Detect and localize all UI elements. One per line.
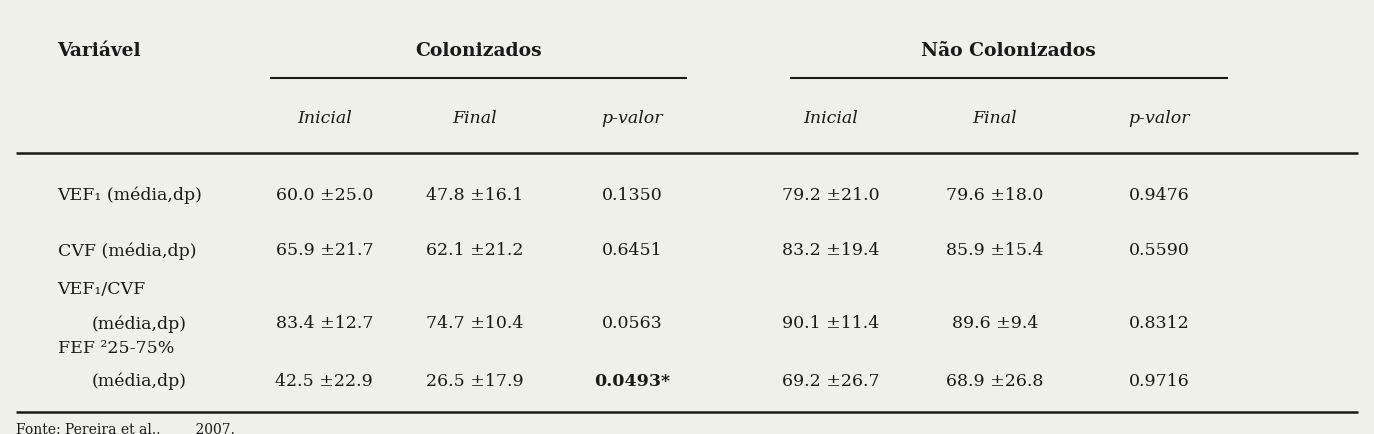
Text: VEF₁/CVF: VEF₁/CVF [58,281,146,298]
Text: (média,dp): (média,dp) [92,373,187,391]
Text: Fonte: Pereira et al.,        2007.: Fonte: Pereira et al., 2007. [16,423,235,434]
Text: p-valor: p-valor [602,110,664,127]
Text: 0.8312: 0.8312 [1128,316,1190,332]
Text: 69.2 ±26.7: 69.2 ±26.7 [782,373,879,390]
Text: 83.2 ±19.4: 83.2 ±19.4 [782,243,879,260]
Text: 0.9716: 0.9716 [1128,373,1190,390]
Text: Colonizados: Colonizados [415,42,541,60]
Text: 0.0493*: 0.0493* [594,373,671,390]
Text: (média,dp): (média,dp) [92,315,187,333]
Text: 0.0563: 0.0563 [602,316,662,332]
Text: CVF (média,dp): CVF (média,dp) [58,242,196,260]
Text: 42.5 ±22.9: 42.5 ±22.9 [276,373,374,390]
Text: Inicial: Inicial [804,110,857,127]
Text: 0.1350: 0.1350 [602,187,662,204]
Text: 0.6451: 0.6451 [602,243,662,260]
Text: 0.5590: 0.5590 [1128,243,1190,260]
Text: 83.4 ±12.7: 83.4 ±12.7 [276,316,374,332]
Text: VEF₁ (média,dp): VEF₁ (média,dp) [58,186,202,204]
Text: Final: Final [973,110,1017,127]
Text: 74.7 ±10.4: 74.7 ±10.4 [426,316,523,332]
Text: Não Colonizados: Não Colonizados [921,42,1096,60]
Text: 68.9 ±26.8: 68.9 ±26.8 [947,373,1044,390]
Text: Inicial: Inicial [297,110,352,127]
Text: 79.6 ±18.0: 79.6 ±18.0 [947,187,1044,204]
Text: 62.1 ±21.2: 62.1 ±21.2 [426,243,523,260]
Text: 26.5 ±17.9: 26.5 ±17.9 [426,373,523,390]
Text: 0.9476: 0.9476 [1128,187,1190,204]
Text: FEF ²25-75%: FEF ²25-75% [58,341,174,358]
Text: Final: Final [452,110,497,127]
Text: 89.6 ±9.4: 89.6 ±9.4 [952,316,1039,332]
Text: 65.9 ±21.7: 65.9 ±21.7 [276,243,374,260]
Text: 85.9 ±15.4: 85.9 ±15.4 [947,243,1044,260]
Text: 90.1 ±11.4: 90.1 ±11.4 [782,316,879,332]
Text: 60.0 ±25.0: 60.0 ±25.0 [276,187,374,204]
Text: 47.8 ±16.1: 47.8 ±16.1 [426,187,523,204]
Text: 79.2 ±21.0: 79.2 ±21.0 [782,187,879,204]
Text: Variável: Variável [58,42,142,60]
Text: p-valor: p-valor [1128,110,1190,127]
